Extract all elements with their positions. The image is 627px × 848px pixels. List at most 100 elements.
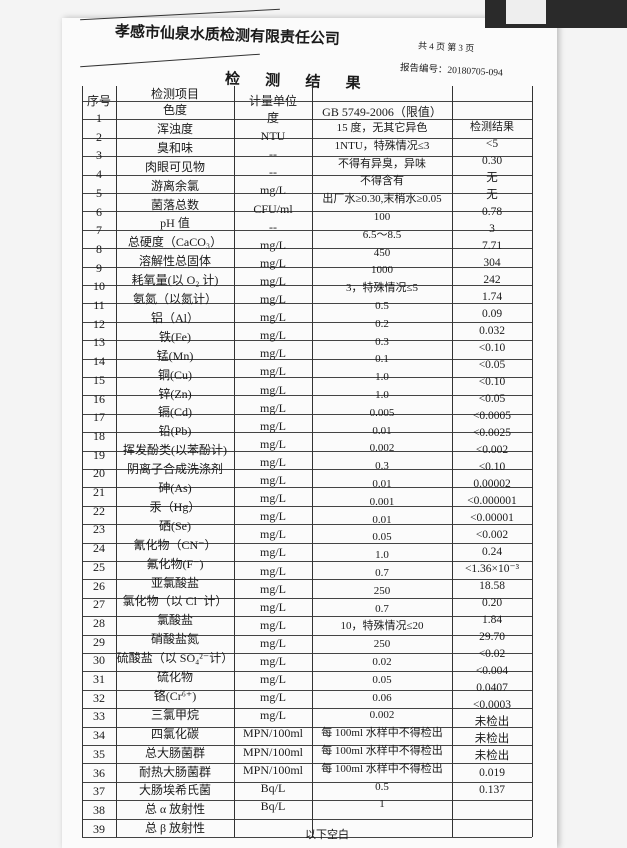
table-row-line bbox=[82, 524, 532, 526]
item-cell: 亚氯酸盐 bbox=[150, 575, 199, 590]
table-row-line bbox=[82, 561, 532, 562]
limit-cell: 0.01 bbox=[372, 478, 392, 490]
unit-cell: mg/L bbox=[260, 545, 286, 560]
limit-cell: 0.3 bbox=[375, 335, 389, 348]
seq-cell: 39 bbox=[93, 821, 105, 836]
result-cell: 242 bbox=[483, 274, 501, 286]
seq-cell: 5 bbox=[96, 185, 102, 200]
result-cell: <0.00001 bbox=[470, 512, 514, 524]
unit-cell: mg/L bbox=[260, 292, 286, 306]
result-cell: 7.71 bbox=[481, 240, 503, 252]
unit-cell: mg/L bbox=[260, 436, 286, 451]
table-column-line bbox=[116, 86, 117, 837]
limit-cell: 10，特殊情况≤20 bbox=[340, 620, 424, 633]
limit-cell: 450 bbox=[373, 246, 391, 259]
item-cell: pH 值 bbox=[160, 216, 190, 231]
item-cell: 砷(As) bbox=[158, 481, 192, 495]
seq-cell: 38 bbox=[93, 802, 105, 817]
table-row-line bbox=[82, 745, 532, 746]
seq-cell: 17 bbox=[93, 410, 105, 425]
limit-cell: 0.002 bbox=[369, 442, 395, 455]
result-cell: 304 bbox=[483, 257, 501, 269]
table-column-line bbox=[312, 86, 313, 837]
limit-cell: 0.05 bbox=[372, 673, 392, 686]
result-cell: 0.20 bbox=[481, 597, 503, 609]
table-column-line bbox=[452, 86, 453, 837]
limit-cell: 6.5～8.5 bbox=[362, 228, 402, 241]
end-note: 以下空白 bbox=[305, 829, 349, 841]
seq-cell: 28 bbox=[93, 615, 105, 630]
unit-cell: mg/L bbox=[260, 599, 286, 614]
item-cell: 三氯甲烷 bbox=[150, 707, 199, 722]
table-row-line bbox=[82, 800, 532, 802]
limit-cell: 0.5 bbox=[375, 300, 389, 312]
table-column-line bbox=[532, 86, 533, 837]
unit-cell: mg/L bbox=[260, 654, 286, 668]
seq-cell: 36 bbox=[93, 765, 105, 780]
table-row-line bbox=[82, 174, 532, 176]
item-cell: 氯化物（以 Cl⁻计） bbox=[122, 594, 228, 609]
table-row-line bbox=[82, 377, 532, 378]
table-row-line bbox=[82, 119, 532, 121]
header-result: 检测结果 bbox=[470, 121, 514, 133]
result-cell: 0.24 bbox=[481, 546, 503, 558]
table-row-line bbox=[82, 597, 532, 599]
unit-cell: mg/L bbox=[260, 328, 286, 343]
limit-cell: 15 度，无其它异色 bbox=[336, 122, 428, 134]
limit-cell: 0.002 bbox=[369, 709, 395, 722]
seq-cell: 31 bbox=[93, 672, 105, 686]
item-cell: 铅(Pb) bbox=[158, 424, 192, 439]
table-row-line bbox=[82, 450, 532, 452]
item-cell: 溶解性总固体 bbox=[138, 254, 211, 269]
table-row-line bbox=[82, 101, 532, 102]
item-cell: 锰(Mn) bbox=[156, 348, 194, 363]
unit-cell: mg/L bbox=[260, 491, 286, 506]
limit-cell: 不得含有 bbox=[360, 175, 404, 188]
table-row-line bbox=[82, 248, 532, 250]
limit-cell: 1NTU，特殊情况≤3 bbox=[334, 139, 430, 152]
table-row-line bbox=[82, 469, 532, 470]
unit-cell: -- bbox=[269, 219, 277, 234]
result-cell: 0.019 bbox=[479, 767, 505, 779]
result-cell: 0.00002 bbox=[473, 478, 511, 490]
item-cell: 铬(Cr⁶⁺) bbox=[153, 688, 197, 703]
limit-cell: 0.7 bbox=[375, 602, 389, 615]
result-cell: 无 bbox=[486, 189, 498, 201]
seq-cell: 34 bbox=[93, 728, 105, 743]
result-cell: 18.58 bbox=[479, 580, 505, 592]
item-cell: 氯酸盐 bbox=[156, 613, 193, 628]
seq-cell: 7 bbox=[96, 223, 102, 238]
seq-cell: 23 bbox=[93, 522, 105, 537]
seq-cell: 16 bbox=[93, 391, 105, 406]
result-cell: <0.0003 bbox=[472, 699, 512, 711]
result-cell: <0.10 bbox=[478, 376, 506, 388]
unit-cell: mg/L bbox=[260, 418, 286, 433]
limit-cell: 1.0 bbox=[375, 549, 389, 562]
item-cell: 色度 bbox=[162, 103, 187, 117]
unit-cell: mg/L bbox=[260, 346, 286, 361]
unit-cell: mg/L bbox=[260, 690, 286, 705]
table-row-line bbox=[82, 818, 532, 820]
limit-cell: 1.0 bbox=[375, 389, 389, 401]
item-cell: 浑浊度 bbox=[156, 121, 193, 136]
item-cell: 氰化物（CN⁻） bbox=[133, 537, 217, 552]
result-cell: <0.02 bbox=[478, 648, 506, 660]
unit-cell: MPN/100ml bbox=[242, 726, 303, 741]
unit-cell: -- bbox=[269, 147, 277, 162]
limit-cell: 0.5 bbox=[375, 780, 389, 793]
table-row-line bbox=[82, 211, 532, 213]
limit-cell: 每 100ml 水样中不得检出 bbox=[321, 727, 443, 740]
limit-cell: 3，特殊情况≤5 bbox=[345, 282, 419, 295]
result-cell: <0.002 bbox=[475, 529, 509, 541]
result-cell: 0.78 bbox=[481, 206, 503, 218]
item-cell: 铜(Cu) bbox=[158, 367, 192, 382]
seq-cell: 15 bbox=[93, 372, 105, 387]
limit-cell: 1000 bbox=[371, 264, 393, 277]
table-row-line bbox=[82, 726, 532, 728]
seq-cell: 12 bbox=[93, 316, 105, 331]
table-row-line bbox=[82, 193, 532, 194]
seq-cell: 18 bbox=[93, 428, 105, 443]
item-cell: 总大肠菌群 bbox=[144, 745, 205, 760]
result-cell: 0.137 bbox=[479, 784, 505, 796]
item-cell: 肉眼可见物 bbox=[144, 159, 205, 174]
